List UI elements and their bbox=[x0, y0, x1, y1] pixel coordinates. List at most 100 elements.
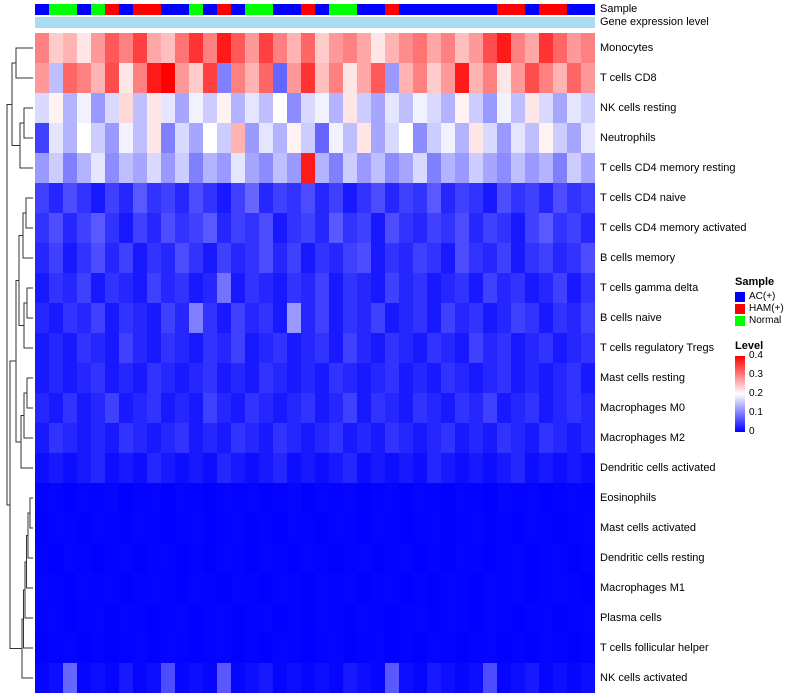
heatmap-cell bbox=[567, 483, 581, 513]
heatmap-cell bbox=[329, 483, 343, 513]
heatmap-cell bbox=[49, 663, 63, 693]
heatmap-cell bbox=[63, 663, 77, 693]
heatmap-cell bbox=[287, 93, 301, 123]
heatmap-cell bbox=[161, 363, 175, 393]
sample-annotation-cell bbox=[553, 4, 567, 15]
heatmap-cell bbox=[49, 333, 63, 363]
heatmap-cell bbox=[399, 333, 413, 363]
sample-annotation-cell bbox=[329, 4, 343, 15]
heatmap-cell bbox=[147, 363, 161, 393]
heatmap-cell bbox=[553, 603, 567, 633]
heatmap-cell bbox=[427, 213, 441, 243]
heatmap-cell bbox=[455, 423, 469, 453]
heatmap-cell bbox=[553, 243, 567, 273]
heatmap-cell bbox=[161, 393, 175, 423]
heatmap-cell bbox=[175, 213, 189, 243]
heatmap-cell bbox=[385, 63, 399, 93]
heatmap-cell bbox=[497, 513, 511, 543]
heatmap-cell bbox=[35, 333, 49, 363]
heatmap-cell bbox=[511, 513, 525, 543]
heatmap-cell bbox=[273, 453, 287, 483]
heatmap-cell bbox=[483, 363, 497, 393]
heatmap-cell bbox=[63, 513, 77, 543]
heatmap-cell bbox=[399, 243, 413, 273]
heatmap-cell bbox=[553, 93, 567, 123]
heatmap-cell bbox=[553, 663, 567, 693]
heatmap-cell bbox=[273, 573, 287, 603]
heatmap-cell bbox=[245, 183, 259, 213]
heatmap-cell bbox=[329, 273, 343, 303]
heatmap-cell bbox=[553, 273, 567, 303]
level-colorbar: 0.4 0.3 0.2 0.1 0 bbox=[735, 351, 795, 437]
heatmap-cell bbox=[399, 183, 413, 213]
sample-annotation-cell bbox=[175, 4, 189, 15]
heatmap-cell bbox=[49, 303, 63, 333]
heatmap-cell bbox=[217, 333, 231, 363]
heatmap-cell bbox=[371, 123, 385, 153]
heatmap-cell bbox=[469, 663, 483, 693]
heatmap-cell bbox=[483, 243, 497, 273]
heatmap-cell bbox=[161, 213, 175, 243]
heatmap-cell bbox=[315, 513, 329, 543]
sample-annotation-cell bbox=[441, 4, 455, 15]
heatmap-cell bbox=[441, 303, 455, 333]
heatmap-cell bbox=[497, 393, 511, 423]
heatmap-cell bbox=[217, 483, 231, 513]
heatmap-cell bbox=[413, 63, 427, 93]
heatmap-cell bbox=[469, 333, 483, 363]
heatmap-cell bbox=[63, 423, 77, 453]
legend-sample-items: AC(+) HAM(+) Normal bbox=[735, 292, 784, 326]
heatmap-cell bbox=[105, 123, 119, 153]
heatmap-cell bbox=[245, 573, 259, 603]
heatmap-cell bbox=[259, 543, 273, 573]
heatmap-cell bbox=[427, 513, 441, 543]
heatmap-cell bbox=[161, 33, 175, 63]
heatmap-cell bbox=[539, 633, 553, 663]
heatmap-cell bbox=[287, 213, 301, 243]
sample-annotation-cell bbox=[567, 4, 581, 15]
heatmap-cell bbox=[273, 93, 287, 123]
heatmap-cell bbox=[567, 603, 581, 633]
heatmap-cell bbox=[63, 303, 77, 333]
heatmap-cell bbox=[77, 213, 91, 243]
heatmap-cell bbox=[357, 663, 371, 693]
heatmap-cell bbox=[371, 333, 385, 363]
heatmap-cell bbox=[357, 183, 371, 213]
row-label: Neutrophils bbox=[600, 132, 656, 144]
heatmap-cell bbox=[217, 273, 231, 303]
heatmap-cell bbox=[525, 333, 539, 363]
row-label: Macrophages M1 bbox=[600, 582, 685, 594]
heatmap-cell bbox=[133, 153, 147, 183]
heatmap-cell bbox=[189, 153, 203, 183]
heatmap-cell bbox=[273, 393, 287, 423]
sample-annotation-cell bbox=[77, 4, 91, 15]
heatmap-cell bbox=[385, 543, 399, 573]
heatmap-cell bbox=[427, 573, 441, 603]
heatmap-cell bbox=[469, 483, 483, 513]
heatmap-cell bbox=[413, 603, 427, 633]
heatmap-cell bbox=[147, 453, 161, 483]
heatmap-cell bbox=[427, 153, 441, 183]
heatmap-cell bbox=[35, 663, 49, 693]
heatmap-cell bbox=[385, 273, 399, 303]
heatmap-cell bbox=[315, 333, 329, 363]
heatmap-grid bbox=[35, 33, 595, 693]
heatmap-cell bbox=[301, 213, 315, 243]
heatmap-cell bbox=[427, 393, 441, 423]
heatmap-cell bbox=[133, 393, 147, 423]
heatmap-cell bbox=[161, 273, 175, 303]
heatmap-cell bbox=[119, 213, 133, 243]
heatmap-cell bbox=[203, 33, 217, 63]
heatmap-cell bbox=[497, 93, 511, 123]
heatmap-cell bbox=[175, 453, 189, 483]
heatmap-cell bbox=[483, 513, 497, 543]
heatmap-cell bbox=[287, 243, 301, 273]
heatmap-cell bbox=[105, 303, 119, 333]
level-tick-label: 0.1 bbox=[749, 407, 763, 418]
row-label: B cells memory bbox=[600, 252, 676, 264]
heatmap-cell bbox=[427, 273, 441, 303]
heatmap-cell bbox=[259, 33, 273, 63]
heatmap-cell bbox=[147, 483, 161, 513]
heatmap-cell bbox=[133, 183, 147, 213]
heatmap-cell bbox=[315, 93, 329, 123]
